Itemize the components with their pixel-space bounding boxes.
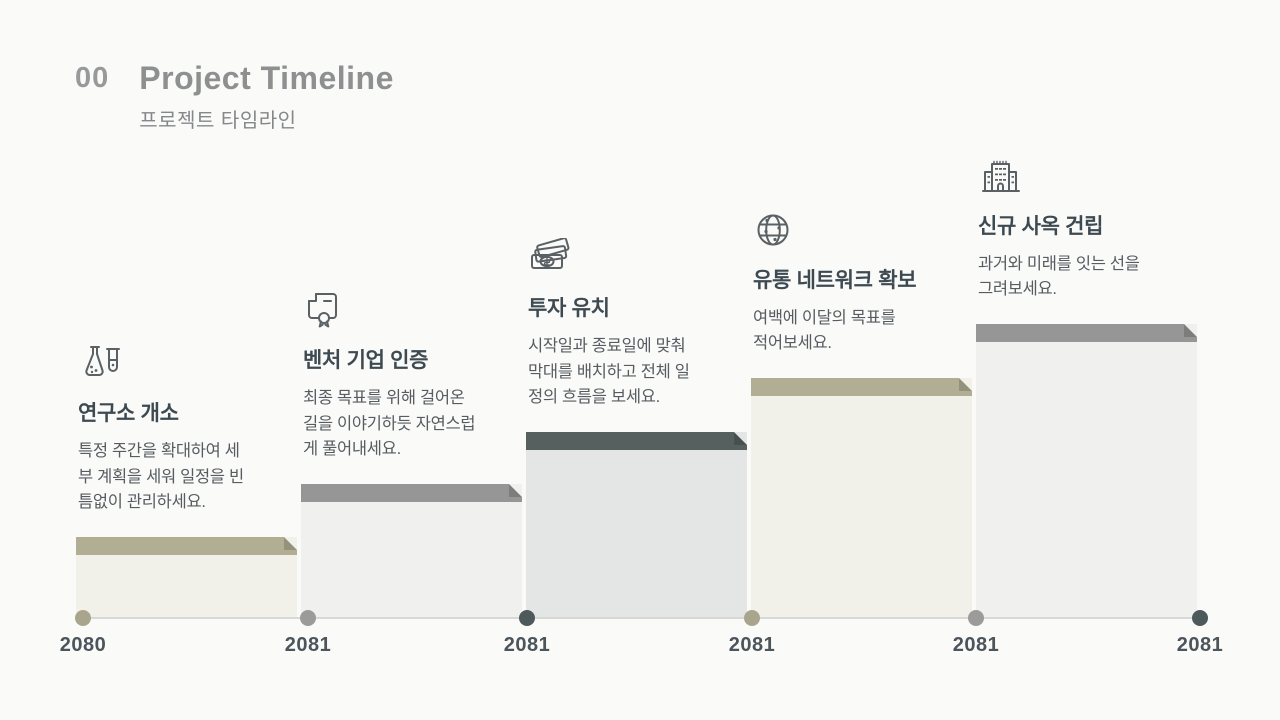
bar-cap-3 [526,432,747,450]
timeline-dot-6 [1192,610,1208,626]
flask-icon [78,343,124,383]
slide-header: 00 Project Timeline 프로젝트 타임라인 [75,58,394,133]
bar-cap-5 [976,324,1197,342]
timeline-year-label: 2081 [952,634,1000,656]
timeline-year-label: 2080 [59,634,107,656]
title-block: Project Timeline 프로젝트 타임라인 [139,58,394,133]
timeline-bar-2 [301,484,522,618]
timeline-step-distribution-network: 유통 네트워크 확보 여백에 이달의 목표를 적어보세요. [751,210,972,618]
step-description: 최종 목표를 위해 걸어온 길을 이야기하듯 자연스럽 게 풀어내세요. [303,388,476,459]
step-description: 특정 주간을 확대하여 세 부 계획을 세워 일정을 빈 틈없이 관리하세요. [78,441,244,512]
building-icon [978,156,1024,196]
slide-number: 00 [75,62,110,94]
step-title: 벤처 기업 인증 [303,348,429,372]
certificate-icon [303,290,345,330]
timeline-dot-1 [75,610,91,626]
timeline-year-label: 2081 [1176,634,1224,656]
timeline-year-label: 2081 [284,634,332,656]
timeline-dot-2 [300,610,316,626]
step-title: 연구소 개소 [78,401,179,425]
timeline-step-investment: 투자 유치 시작일과 종료일에 맞춰 막대를 배치하고 전체 일 정의 흐름을 … [526,236,747,618]
timeline-dot-4 [744,610,760,626]
timeline-step-research-lab: 연구소 개소 특정 주간을 확대하여 세 부 계획을 세워 일정을 빈 틈없이 … [76,343,297,618]
globe-icon [753,210,793,250]
timeline-bar-1 [76,537,297,618]
step-title: 신규 사옥 건립 [978,214,1104,238]
page-subtitle: 프로젝트 타임라인 [139,110,297,132]
step-description: 여백에 이달의 목표를 적어보세요. [753,308,896,353]
step-title: 유통 네트워크 확보 [753,268,917,292]
timeline-bar-4 [751,378,972,618]
timeline-bar-3 [526,432,747,618]
timeline-step-venture-certification: 벤처 기업 인증 최종 목표를 위해 걸어온 길을 이야기하듯 자연스럽 게 풀… [301,290,522,618]
step-title: 투자 유치 [528,296,610,320]
timeline-dot-3 [519,610,535,626]
timeline-axis-line [82,617,1202,619]
page-title: Project Timeline [139,60,394,96]
bar-cap-1 [76,537,297,555]
step-description: 과거와 미래를 잇는 선을 그려보세요. [978,254,1140,299]
timeline-year-label: 2081 [728,634,776,656]
money-icon [528,236,576,278]
bar-cap-4 [751,378,972,396]
timeline-dot-5 [968,610,984,626]
timeline-year-label: 2081 [503,634,551,656]
step-description: 시작일과 종료일에 맞춰 막대를 배치하고 전체 일 정의 흐름을 보세요. [528,336,690,407]
timeline-step-new-headquarters: 신규 사옥 건립 과거와 미래를 잇는 선을 그려보세요. [976,156,1197,618]
bar-cap-2 [301,484,522,502]
timeline-bar-5 [976,324,1197,618]
